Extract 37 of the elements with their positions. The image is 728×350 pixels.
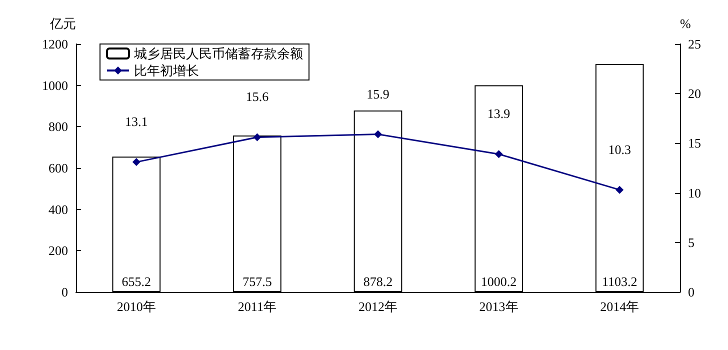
y-axis-title: 亿元 bbox=[49, 16, 76, 31]
data-label: 10.3 bbox=[608, 142, 631, 157]
point bbox=[616, 186, 624, 194]
point bbox=[374, 130, 382, 138]
point bbox=[494, 150, 503, 158]
x-tick-label: 2014年 bbox=[600, 299, 640, 314]
data-label: 757.5 bbox=[242, 274, 272, 289]
y2-tick-label: 0 bbox=[688, 284, 694, 300]
data-label: 13.1 bbox=[125, 114, 148, 130]
data-label: 1000.2 bbox=[480, 274, 517, 289]
x-tick-label: 2012年 bbox=[358, 299, 398, 314]
data-label: 655.2 bbox=[122, 274, 152, 289]
y-tick-label: 800 bbox=[48, 119, 68, 134]
y2-tick-label: 10 bbox=[688, 185, 701, 200]
y2-tick-label: 25 bbox=[688, 36, 701, 52]
y2-tick-label: 20 bbox=[688, 86, 701, 102]
x-tick-label: 2013年 bbox=[479, 299, 518, 314]
legend-label: 城乡居民人民币储蓄存款余额 bbox=[133, 46, 303, 61]
data-label: 15.9 bbox=[366, 86, 390, 102]
data-label: 13.9 bbox=[487, 106, 510, 122]
y-tick-label: 200 bbox=[48, 243, 68, 258]
point bbox=[132, 158, 140, 166]
legend-label: 比年初增长 bbox=[134, 63, 199, 78]
y2-tick-label: 5 bbox=[688, 234, 694, 250]
data-label: 15.6 bbox=[246, 89, 270, 104]
point bbox=[253, 133, 262, 142]
y-tick-label: 1200 bbox=[42, 36, 68, 52]
y2-tick-label: 15 bbox=[688, 136, 701, 151]
x-tick-label: 2010年 bbox=[116, 299, 156, 314]
y2-axis-title: % bbox=[680, 16, 691, 31]
x-tick-label: 2011年 bbox=[238, 299, 276, 314]
y-tick-label: 600 bbox=[48, 160, 68, 176]
y-tick-label: 1000 bbox=[42, 78, 68, 93]
y-tick-label: 400 bbox=[48, 202, 68, 217]
data-label: 878.2 bbox=[363, 274, 393, 289]
data-label: 1103.2 bbox=[602, 274, 638, 289]
y-tick-label: 0 bbox=[62, 284, 68, 300]
